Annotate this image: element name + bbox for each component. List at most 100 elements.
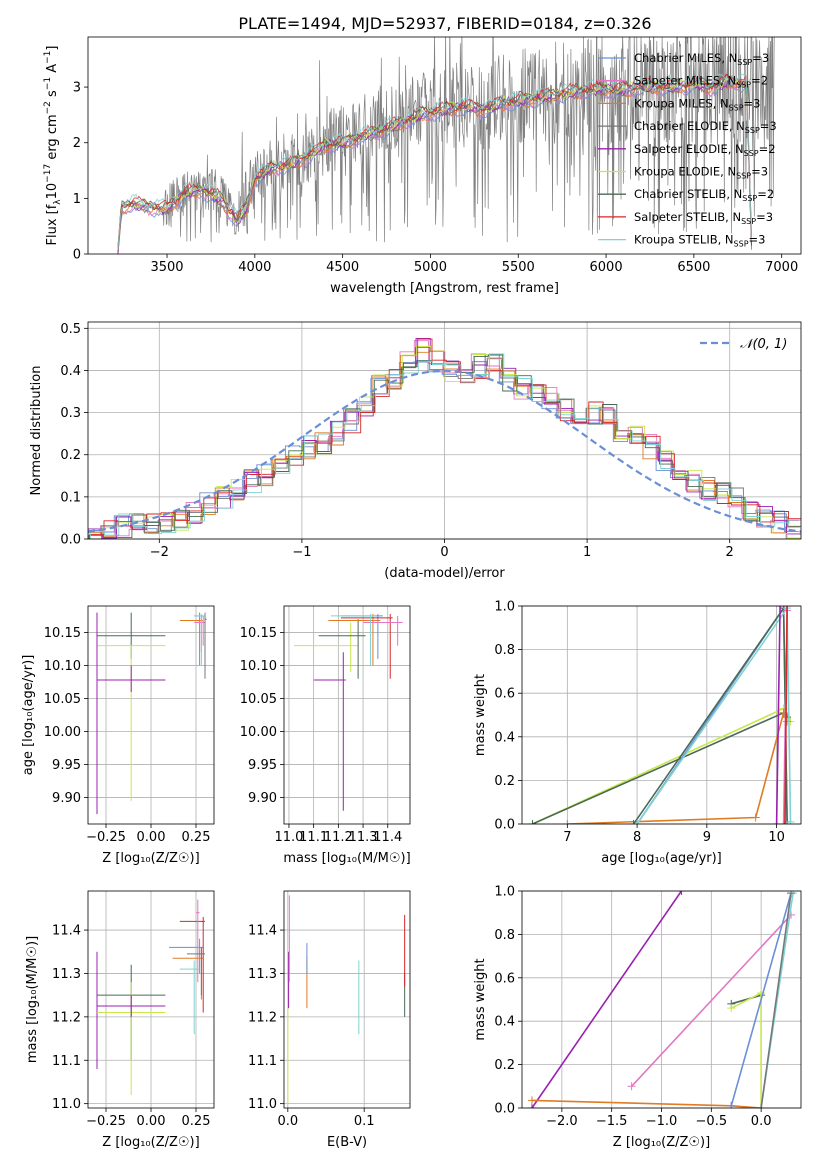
x-tick-label: 0.25 <box>182 830 211 845</box>
x-tick-label: 1 <box>583 545 591 560</box>
weight-marker <box>563 820 572 824</box>
y-tick-label: 11.3 <box>248 967 277 982</box>
y-tick-label: 1 <box>73 192 81 207</box>
x-tick-label: 0.1 <box>354 1114 375 1129</box>
x-tick-label: −2.0 <box>546 1114 578 1129</box>
y-tick-label: 0.5 <box>60 322 81 337</box>
mass-weight-vs-z-axes: −2.0 −1.5 −1.0 −0.5 0.0 0.0 0.2 0.4 0.6 0.8 1.0 Z [… <box>473 885 802 1150</box>
y-axis-label-part: −1 <box>43 77 53 90</box>
spectrum-plot-area <box>117 37 775 254</box>
legend-label-value: =3 <box>752 51 769 65</box>
legend-label: Kroupa MILES, NSSP=3 <box>634 96 760 112</box>
weight-marker <box>776 606 785 610</box>
age-vs-mass-axes: 11.011.111.211.311.4 9.90 9.95 10.00 10.05 10… <box>240 605 411 866</box>
y-tick-label: 0.3 <box>60 406 81 421</box>
y-tick-label: 11.2 <box>52 1010 81 1025</box>
x-tick-label: 4500 <box>326 260 359 275</box>
legend-label-value: =3 <box>744 96 761 110</box>
legend-label-value: =2 <box>751 74 768 88</box>
age-vs-mass-plot-area <box>293 613 403 811</box>
y-tick-label: 11.4 <box>52 924 81 939</box>
y-tick-label: 0.8 <box>494 928 515 943</box>
y-axis-label-part: erg cm <box>45 114 60 163</box>
histogram-salpeter-stelib <box>89 338 801 539</box>
mass-weight-vs-z-plot-area <box>527 891 798 1108</box>
y-axis-label: Normed distribution <box>29 366 44 496</box>
y-tick-label: 10.15 <box>44 626 81 641</box>
weight-marker <box>757 1104 766 1108</box>
legend-label-value: =2 <box>759 142 776 156</box>
legend-label: Salpeter ELODIE, NSSP=2 <box>634 142 776 158</box>
weight-marker <box>779 820 788 824</box>
y-tick-label: 10.00 <box>44 725 81 740</box>
weight-series-line <box>532 711 788 824</box>
legend-label: Chabrier MILES, NSSP=3 <box>634 51 769 67</box>
mass-weight-vs-age-plot-area <box>528 606 795 824</box>
data-point <box>196 899 200 983</box>
y-axis-label-part: Flux [f <box>45 204 60 245</box>
x-tick-label: −0.25 <box>86 1114 126 1129</box>
weight-marker <box>783 606 792 610</box>
x-tick-label: −1.5 <box>596 1114 628 1129</box>
legend-label-subscript: SSP <box>737 58 752 67</box>
x-axis-label: mass [log₁₀(M/M☉)] <box>283 851 410 866</box>
x-tick-label: 2 <box>726 545 734 560</box>
y-tick-label: 0.6 <box>494 687 515 702</box>
data-point <box>363 615 403 646</box>
y-tick-label: 10.05 <box>240 692 277 707</box>
y-axis-label: age [log₁₀(age/yr)] <box>21 655 36 776</box>
x-tick-label: 6500 <box>677 260 710 275</box>
weight-marker <box>751 813 760 822</box>
mass-vs-ebv-axes: 0.0 0.1 11.0 11.1 11.2 11.3 11.4 E(B-V) <box>248 890 411 1150</box>
y-axis-label-part: −1 <box>43 51 53 64</box>
y-axis-label: mass weight <box>473 674 488 756</box>
data-point <box>293 622 359 673</box>
legend-label-text: Kroupa STELIB, N <box>634 233 734 247</box>
y-tick-label: 9.90 <box>52 791 81 806</box>
weight-marker <box>528 820 537 824</box>
mass-weight-vs-z-frame <box>521 890 802 1109</box>
legend-label: Chabrier STELIB, NSSP=2 <box>634 187 774 203</box>
x-axis-label: Z [log₁₀(Z/Z☉)] <box>102 851 199 866</box>
legend-label-value: =3 <box>751 165 768 179</box>
residuals-plot-area <box>88 338 801 539</box>
legend-label-text: Salpeter ELODIE, N <box>634 142 744 156</box>
y-tick-label: 0.8 <box>494 643 515 658</box>
x-tick-label: 3500 <box>150 260 183 275</box>
y-axis-label-part: −2 <box>43 101 53 114</box>
spectrum-axes: 3500 4000 4500 5000 5500 6000 6500 7000 0 1 2 3 wave… <box>43 36 802 296</box>
weight-marker <box>627 1082 636 1091</box>
data-point <box>97 665 166 692</box>
weight-series-line <box>531 891 683 1108</box>
y-tick-label: 11.2 <box>248 1010 277 1025</box>
y-tick-label: 0.4 <box>494 730 515 745</box>
weight-series-line <box>760 893 792 1108</box>
y-tick-label: 11.1 <box>248 1054 277 1069</box>
x-tick-label: −2 <box>150 545 169 560</box>
legend-label-subscript: SSP <box>744 149 759 158</box>
y-tick-label: 9.90 <box>248 791 277 806</box>
x-axis-label: wavelength [Angstrom, rest frame] <box>330 281 559 296</box>
weight-marker <box>787 891 796 898</box>
legend-label-text: Kroupa MILES, N <box>634 96 729 110</box>
model-spectrum-salpeter-stelib <box>117 73 752 249</box>
x-tick-label: −0.5 <box>696 1114 728 1129</box>
mass-vs-ebv-frame <box>283 890 411 1109</box>
legend-label-text: Kroupa ELODIE, N <box>634 165 736 179</box>
legend-label-value: =2 <box>757 187 774 201</box>
histogram-salpeter-miles <box>88 340 800 537</box>
histogram-chabrier-elodie <box>88 347 801 539</box>
weight-marker <box>527 1104 536 1108</box>
data-point <box>179 960 200 1035</box>
y-tick-label: 10.05 <box>44 692 81 707</box>
data-point <box>313 652 346 811</box>
y-tick-label: 11.3 <box>52 967 81 982</box>
y-axis-label-part: −17 <box>43 164 53 183</box>
legend-label-value: =3 <box>756 210 773 224</box>
data-point <box>204 612 207 679</box>
x-tick-label: 11.2 <box>324 830 353 845</box>
weight-marker <box>772 820 781 824</box>
y-tick-label: 0.2 <box>60 448 81 463</box>
y-axis-label-part: ] <box>45 46 60 51</box>
